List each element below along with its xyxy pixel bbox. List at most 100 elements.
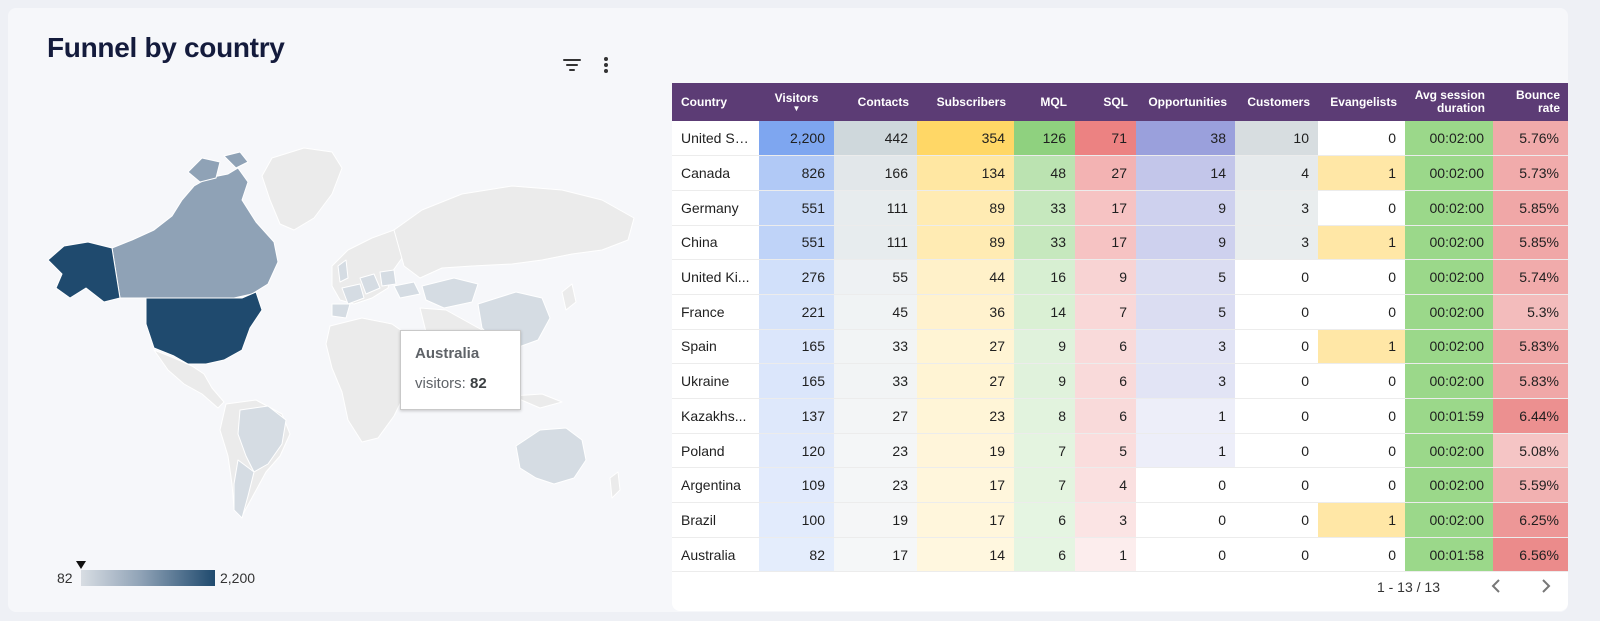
cell-mql: 9	[1014, 363, 1075, 399]
cell-contacts: 442	[834, 121, 917, 156]
cell-mql: 8	[1014, 398, 1075, 434]
map-nz	[609, 471, 621, 499]
table-row[interactable]: United St... 2,200 442 354 126 71 38 10 0 00:02:0…	[672, 121, 1568, 156]
cell-opportunities: 3	[1136, 363, 1235, 399]
table-row[interactable]: Canada 826 166 134 48 27 14 4 1 00:02:00 5.73%	[672, 155, 1568, 191]
cell-subscribers: 27	[917, 363, 1014, 399]
cell-bounce-rate: 6.44%	[1493, 398, 1568, 434]
table-row[interactable]: France 221 45 36 14 7 5 0 0 00:02:00 5.3%	[672, 294, 1568, 330]
cell-opportunities: 14	[1136, 155, 1235, 191]
cell-subscribers: 19	[917, 433, 1014, 468]
cell-evangelists: 0	[1318, 363, 1405, 399]
cell-sql: 17	[1075, 190, 1136, 226]
cell-opportunities: 0	[1136, 467, 1235, 503]
cell-mql: 6	[1014, 502, 1075, 538]
column-header-sql[interactable]: SQL	[1103, 94, 1128, 109]
cell-opportunities: 1	[1136, 398, 1235, 434]
map-poland	[379, 269, 397, 287]
cell-evangelists: 1	[1318, 155, 1405, 191]
filter-icon[interactable]	[559, 52, 585, 78]
column-header-avg-session-duration[interactable]: Avg session duration	[1414, 88, 1485, 115]
cell-opportunities: 9	[1136, 190, 1235, 226]
table-row[interactable]: Kazakhs... 137 27 23 8 6 1 0 0 00:01:59 6.44%	[672, 398, 1568, 434]
table-row[interactable]: Brazil 100 19 17 6 3 0 0 1 00:02:00 6.25%	[672, 502, 1568, 538]
cell-mql: 7	[1014, 433, 1075, 468]
column-header-contacts[interactable]: Contacts	[857, 94, 909, 109]
table-row[interactable]: Spain 165 33 27 9 6 3 0 1 00:02:00 5.83%	[672, 329, 1568, 364]
map-ukraine	[393, 281, 421, 299]
cell-evangelists: 0	[1318, 467, 1405, 503]
cell-customers: 0	[1235, 537, 1318, 572]
table-row[interactable]: Germany 551 111 89 33 17 9 3 0 00:02:00 5.85%	[672, 190, 1568, 226]
cell-customers: 0	[1235, 294, 1318, 330]
cell-customers: 0	[1235, 433, 1318, 468]
cell-sql: 9	[1075, 259, 1136, 295]
cell-mql: 16	[1014, 259, 1075, 295]
cell-avg-session-duration: 00:02:00	[1405, 294, 1493, 330]
cell-evangelists: 0	[1318, 294, 1405, 330]
cell-evangelists: 0	[1318, 398, 1405, 434]
column-header-customers[interactable]: Customers	[1247, 94, 1310, 109]
cell-contacts: 166	[834, 155, 917, 191]
column-header-opportunities[interactable]: Opportunities	[1148, 94, 1227, 109]
cell-contacts: 23	[834, 433, 917, 468]
cell-sql: 71	[1075, 121, 1136, 156]
cell-customers: 0	[1235, 329, 1318, 364]
cell-mql: 14	[1014, 294, 1075, 330]
table-row[interactable]: Poland 120 23 19 7 5 1 0 0 00:02:00 5.08%	[672, 433, 1568, 468]
cell-visitors: 826	[759, 155, 834, 191]
cell-evangelists: 0	[1318, 259, 1405, 295]
cell-avg-session-duration: 00:02:00	[1405, 467, 1493, 503]
cell-contacts: 45	[834, 294, 917, 330]
table-row[interactable]: Ukraine 165 33 27 9 6 3 0 0 00:02:00 5.83%	[672, 363, 1568, 399]
cell-avg-session-duration: 00:02:00	[1405, 329, 1493, 364]
more-vert-icon[interactable]	[593, 52, 619, 78]
cell-country: United Ki...	[681, 269, 750, 286]
pagination-range: 1 - 13 / 13	[1376, 579, 1440, 595]
cell-subscribers: 23	[917, 398, 1014, 434]
cell-sql: 1	[1075, 537, 1136, 572]
cell-avg-session-duration: 00:01:59	[1405, 398, 1493, 434]
cell-avg-session-duration: 00:02:00	[1405, 433, 1493, 468]
cell-bounce-rate: 5.08%	[1493, 433, 1568, 468]
column-header-evangelists[interactable]: Evangelists	[1330, 94, 1397, 109]
cell-contacts: 111	[834, 225, 917, 260]
column-header-bounce-rate[interactable]: Bounce rate	[1515, 88, 1560, 115]
column-header-mql[interactable]: MQL	[1040, 94, 1067, 109]
cell-avg-session-duration: 00:02:00	[1405, 155, 1493, 191]
cell-opportunities: 3	[1136, 329, 1235, 364]
map-tooltip: Australia visitors: 82	[400, 330, 521, 410]
table-row[interactable]: Australia 82 17 14 6 1 0 0 0 00:01:58 6.56%	[672, 537, 1568, 572]
table-row[interactable]: China 551 111 89 33 17 9 3 1 00:02:00 5.85%	[672, 225, 1568, 260]
map-mexico	[153, 349, 225, 409]
cell-customers: 0	[1235, 502, 1318, 538]
cell-contacts: 33	[834, 329, 917, 364]
legend-min: 82	[57, 570, 73, 586]
chevron-left-icon[interactable]	[1486, 575, 1508, 597]
cell-visitors: 137	[759, 398, 834, 434]
table-row[interactable]: Argentina 109 23 17 7 4 0 0 0 00:02:00 5.59%	[672, 467, 1568, 503]
cell-avg-session-duration: 00:02:00	[1405, 502, 1493, 538]
cell-evangelists: 1	[1318, 329, 1405, 364]
cell-customers: 0	[1235, 363, 1318, 399]
cell-opportunities: 0	[1136, 502, 1235, 538]
cell-avg-session-duration: 00:02:00	[1405, 363, 1493, 399]
cell-visitors: 165	[759, 363, 834, 399]
cell-opportunities: 1	[1136, 433, 1235, 468]
chevron-right-icon[interactable]	[1534, 575, 1556, 597]
cell-bounce-rate: 5.85%	[1493, 190, 1568, 226]
cell-country: Argentina	[681, 477, 741, 494]
world-map[interactable]	[42, 138, 642, 538]
cell-customers: 0	[1235, 398, 1318, 434]
column-header-subscribers[interactable]: Subscribers	[936, 94, 1006, 109]
tooltip-label: visitors:	[415, 375, 466, 392]
column-header-country[interactable]: Country	[681, 94, 727, 109]
table-row[interactable]: United Ki... 276 55 44 16 9 5 0 0 00:02:00 5.74%	[672, 259, 1568, 295]
tooltip-title: Australia	[415, 345, 480, 362]
column-header-visitors[interactable]: Visitors ▼	[759, 83, 834, 121]
cell-customers: 3	[1235, 225, 1318, 260]
cell-visitors: 221	[759, 294, 834, 330]
cell-mql: 9	[1014, 329, 1075, 364]
map-indonesia	[511, 393, 563, 409]
cell-contacts: 55	[834, 259, 917, 295]
